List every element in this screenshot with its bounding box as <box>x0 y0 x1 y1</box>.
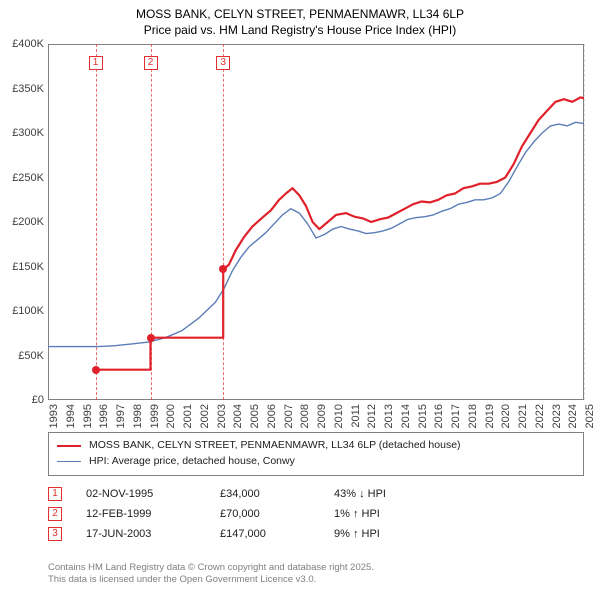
y-axis-label: £200K <box>0 216 44 228</box>
marker-number-box: 1 <box>89 56 103 70</box>
event-date: 12-FEB-1999 <box>86 508 196 520</box>
event-row: 3 17-JUN-2003 £147,000 9% ↑ HPI <box>48 524 584 544</box>
marker-number-box: 2 <box>144 56 158 70</box>
marker-dot <box>147 334 155 342</box>
y-axis-label: £400K <box>0 38 44 50</box>
legend-label-price-paid: MOSS BANK, CELYN STREET, PENMAENMAWR, LL… <box>89 438 461 454</box>
event-delta: 43% ↓ HPI <box>334 488 434 500</box>
x-axis-label: 2025 <box>584 404 600 428</box>
chart-container: MOSS BANK, CELYN STREET, PENMAENMAWR, LL… <box>0 0 600 590</box>
y-axis-label: £350K <box>0 83 44 95</box>
series-hpi <box>48 122 584 346</box>
legend-box: MOSS BANK, CELYN STREET, PENMAENMAWR, LL… <box>48 432 584 476</box>
attribution: Contains HM Land Registry data © Crown c… <box>48 562 584 586</box>
event-delta: 1% ↑ HPI <box>334 508 434 520</box>
grid-vertical <box>584 44 585 400</box>
y-axis-label: £250K <box>0 172 44 184</box>
event-number: 2 <box>48 507 62 521</box>
title-line2: Price paid vs. HM Land Registry's House … <box>0 22 600 38</box>
chart-title: MOSS BANK, CELYN STREET, PENMAENMAWR, LL… <box>0 0 600 38</box>
marker-guideline <box>151 44 152 400</box>
event-price: £70,000 <box>220 508 310 520</box>
event-row: 2 12-FEB-1999 £70,000 1% ↑ HPI <box>48 504 584 524</box>
legend-swatch-red <box>57 445 81 447</box>
event-date: 17-JUN-2003 <box>86 528 196 540</box>
y-axis-label: £150K <box>0 261 44 273</box>
title-line1: MOSS BANK, CELYN STREET, PENMAENMAWR, LL… <box>0 6 600 22</box>
event-row: 1 02-NOV-1995 £34,000 43% ↓ HPI <box>48 484 584 504</box>
event-date: 02-NOV-1995 <box>86 488 196 500</box>
legend-and-events: MOSS BANK, CELYN STREET, PENMAENMAWR, LL… <box>48 432 584 544</box>
marker-dot <box>219 265 227 273</box>
event-list: 1 02-NOV-1995 £34,000 43% ↓ HPI 2 12-FEB-1999… <box>48 484 584 544</box>
y-axis-label: £300K <box>0 127 44 139</box>
attribution-line2: This data is licensed under the Open Gov… <box>48 574 584 586</box>
attribution-line1: Contains HM Land Registry data © Crown c… <box>48 562 584 574</box>
marker-guideline <box>223 44 224 400</box>
event-price: £147,000 <box>220 528 310 540</box>
marker-dot <box>92 366 100 374</box>
marker-guideline <box>96 44 97 400</box>
line-series-svg <box>48 44 584 400</box>
event-number: 3 <box>48 527 62 541</box>
legend-row-hpi: HPI: Average price, detached house, Conw… <box>57 454 575 470</box>
event-number: 1 <box>48 487 62 501</box>
legend-label-hpi: HPI: Average price, detached house, Conw… <box>89 454 295 470</box>
marker-number-box: 3 <box>216 56 230 70</box>
event-delta: 9% ↑ HPI <box>334 528 434 540</box>
series-price_paid <box>96 97 584 369</box>
y-axis-label: £100K <box>0 305 44 317</box>
event-price: £34,000 <box>220 488 310 500</box>
legend-swatch-blue <box>57 461 81 462</box>
y-axis-label: £0 <box>0 394 44 406</box>
y-axis-label: £50K <box>0 350 44 362</box>
legend-row-price-paid: MOSS BANK, CELYN STREET, PENMAENMAWR, LL… <box>57 438 575 454</box>
